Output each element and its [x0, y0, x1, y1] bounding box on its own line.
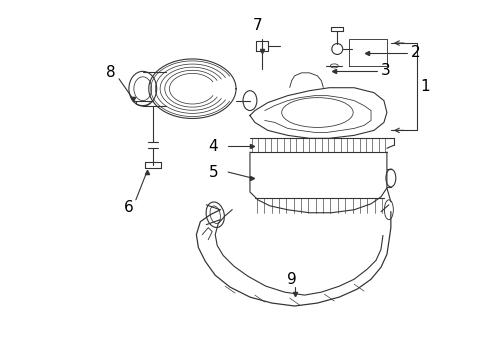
Text: 8: 8 — [106, 65, 116, 80]
Text: 5: 5 — [208, 165, 218, 180]
Text: 2: 2 — [410, 45, 420, 60]
Text: 1: 1 — [420, 79, 429, 94]
Text: 3: 3 — [380, 63, 390, 78]
Text: 9: 9 — [286, 272, 296, 287]
Text: 4: 4 — [208, 139, 218, 154]
Text: 6: 6 — [124, 200, 134, 215]
Text: 7: 7 — [253, 18, 262, 33]
